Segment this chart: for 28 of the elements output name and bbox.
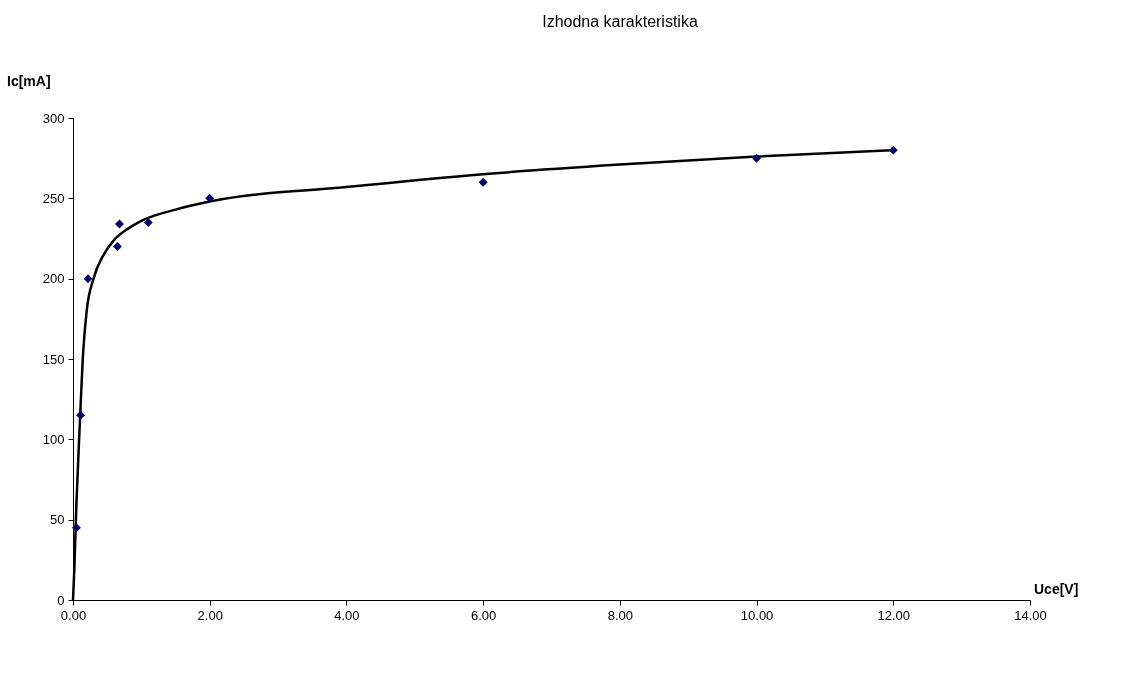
y-tick-label: 300 xyxy=(42,110,65,126)
y-axis-title: Ic[mA] xyxy=(7,73,51,89)
x-tick-label: 6.00 xyxy=(470,607,497,623)
x-tick-label: 12.00 xyxy=(877,607,911,623)
y-tick-label: 0 xyxy=(57,592,65,608)
x-tick-label: 0.00 xyxy=(60,607,87,623)
point xyxy=(112,242,122,252)
point xyxy=(76,410,85,420)
point xyxy=(115,219,124,229)
x-tick-label: 8.00 xyxy=(607,607,634,623)
x-tick-label: 14.00 xyxy=(1014,607,1047,623)
chart-title: Izhodna karakteristika xyxy=(542,13,698,30)
point xyxy=(888,145,898,155)
y-tick-label: 50 xyxy=(50,512,65,528)
x-tick-label: 4.00 xyxy=(334,607,360,623)
point xyxy=(71,523,81,533)
y-tick-label: 150 xyxy=(42,351,65,367)
y-tick-label: 250 xyxy=(42,190,65,206)
x-tick-label: 2.00 xyxy=(197,607,223,623)
point xyxy=(83,274,93,284)
y-tick-label: 100 xyxy=(42,431,65,447)
x-tick-label: 10.00 xyxy=(740,607,774,623)
point xyxy=(205,193,215,203)
x-axis-title: Uce[V] xyxy=(1034,581,1079,597)
y-tick-label: 200 xyxy=(42,271,65,287)
point xyxy=(143,217,153,227)
point xyxy=(478,177,488,187)
point xyxy=(752,153,762,163)
